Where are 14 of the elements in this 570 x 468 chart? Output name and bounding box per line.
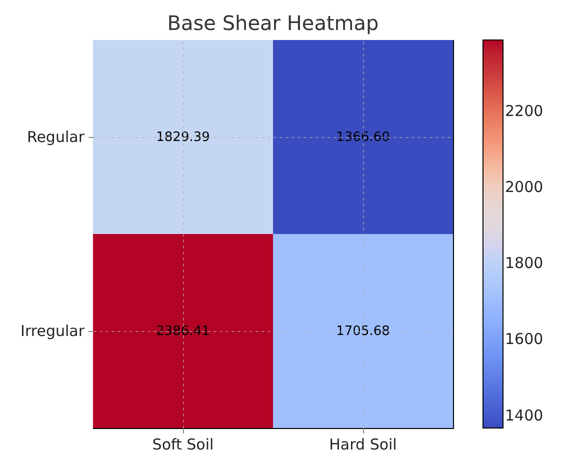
color-bar-label: 1800 xyxy=(505,254,544,272)
color-bar-label: 1400 xyxy=(505,406,544,424)
y-tick-label: Regular xyxy=(26,128,86,146)
color-bar-label: 1600 xyxy=(505,330,544,348)
data-label: 1829.39 xyxy=(156,130,210,145)
color-bar-label: 2200 xyxy=(505,102,544,120)
data-label: 1705.68 xyxy=(336,324,390,339)
x-tick-label: Soft Soil xyxy=(152,436,214,454)
chart-title: Base Shear Heatmap xyxy=(167,11,379,35)
data-label: 1366.60 xyxy=(336,130,390,145)
color-bar-label: 2000 xyxy=(505,178,544,196)
y-tick-label: Irregular xyxy=(20,322,86,340)
data-label: 2386.41 xyxy=(156,324,210,339)
x-tick-label: Hard Soil xyxy=(329,436,397,454)
